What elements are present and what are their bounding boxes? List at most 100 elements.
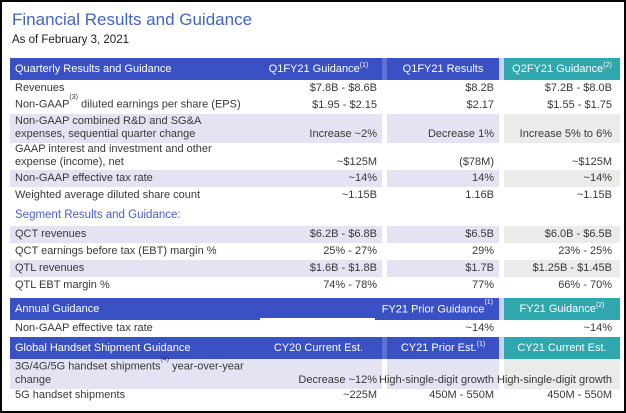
column-header-text: CY21 Prior Est. xyxy=(400,342,477,354)
cell-value xyxy=(255,320,382,337)
cell-value: 1.16B xyxy=(465,189,494,201)
column-header-q1fy21-results: Q1FY21 Results xyxy=(387,58,499,80)
column-header-fy21-guidance: FY21 Guidance (2) xyxy=(504,298,620,320)
cell-value: Decrease ~12% xyxy=(255,359,382,389)
column-header-cy21-prior-est: CY21 Prior Est. (1) xyxy=(387,337,499,359)
empty-cell-underline xyxy=(260,318,375,320)
column-gutter xyxy=(382,243,387,260)
column-gutter xyxy=(382,170,387,187)
quarterly-header-label: Quarterly Results and Guidance xyxy=(10,58,255,80)
handset-header-label: Global Handset Shipment Guidance xyxy=(10,337,255,359)
cell-value: ~1.15B xyxy=(576,189,612,201)
footnote-marker: (2) xyxy=(595,301,605,309)
header-column-divider xyxy=(382,337,387,359)
column-gutter xyxy=(499,387,504,404)
row-label: Weighted average diluted share count xyxy=(15,189,201,201)
handset-table: Global Handset Shipment Guidance CY20 Cu… xyxy=(10,337,620,404)
column-gutter xyxy=(499,359,504,389)
cell-value: $1.55 - $1.75 xyxy=(547,99,612,111)
cell-value: ~$125M xyxy=(336,156,377,168)
cell-value: $6.0B - $6.5B xyxy=(504,226,620,243)
cell-value: 25% - 27% xyxy=(323,245,377,257)
table-row: GAAP interest and investment and other e… xyxy=(10,142,620,171)
column-gutter xyxy=(382,277,387,294)
cell-value: $6.5B xyxy=(387,226,499,243)
row-label: Non-GAAP combined R&D and SG&A expenses,… xyxy=(10,114,255,143)
column-header-cy21-current-est: CY21 Current Est. xyxy=(504,337,620,359)
cell-value: 14% xyxy=(387,170,499,187)
cell-value: ~225M xyxy=(343,389,377,401)
column-gutter xyxy=(382,187,387,204)
cell-value: 450M - 550M xyxy=(547,389,612,401)
cell-value: 66% - 70% xyxy=(558,279,612,291)
table-row: Revenues $7.8B - $8.6B $8.2B $7.2B - $8.… xyxy=(10,80,620,97)
row-label: Revenues xyxy=(15,82,65,94)
column-header-cy20-current-est: CY20 Current Est. xyxy=(255,337,382,359)
cell-value: ~14% xyxy=(255,170,382,187)
footnote-marker: (1) xyxy=(484,298,493,306)
cell-value: ~$125M xyxy=(571,156,612,168)
header-column-divider xyxy=(499,298,504,320)
column-gutter xyxy=(499,277,504,294)
cell-value: High-single-digit growth xyxy=(379,359,499,389)
cell-value: 23% - 25% xyxy=(558,245,612,257)
cell-value: $7.8B - $8.6B xyxy=(309,82,377,94)
header-column-divider xyxy=(499,58,504,80)
column-gutter xyxy=(499,114,504,143)
cell-value: ~14% xyxy=(583,322,612,334)
cell-value: High-single-digit growth xyxy=(497,359,620,389)
column-gutter xyxy=(382,387,387,404)
column-gutter xyxy=(499,226,504,243)
column-header-text: CY20 Current Est. xyxy=(273,342,364,354)
column-gutter xyxy=(382,320,387,337)
column-gutter xyxy=(499,187,504,204)
cell-value: ~14% xyxy=(504,170,620,187)
cell-value: $8.2B xyxy=(465,82,494,94)
handset-header-row: Global Handset Shipment Guidance CY20 Cu… xyxy=(10,337,620,359)
column-gutter xyxy=(499,260,504,277)
annual-header-blue: Annual Guidance FY21 Prior Guidance(1) xyxy=(10,298,499,320)
cell-value: $7.2B - $8.0B xyxy=(544,82,612,94)
cell-value: Increase 5% to 6% xyxy=(504,114,620,143)
column-gutter xyxy=(382,80,387,97)
quarterly-table: Quarterly Results and Guidance Q1FY21 Gu… xyxy=(10,58,620,204)
column-header-text: Q2FY21 Guidance xyxy=(512,63,604,75)
page-subtitle: As of February 3, 2021 xyxy=(12,34,129,46)
cell-value: $1.6B - $1.8B xyxy=(255,260,382,277)
row-label: QTL EBT margin % xyxy=(15,279,110,291)
cell-value: $6.2B - $6.8B xyxy=(255,226,382,243)
column-header-text: CY21 Current Est. xyxy=(517,342,607,354)
column-header-text: Q1FY21 Guidance xyxy=(268,63,360,75)
table-row: Weighted average diluted share count ~1.… xyxy=(10,187,620,204)
table-row: Non-GAAP effective tax rate ~14% 14% ~14… xyxy=(10,170,620,187)
cell-value: 450M - 550M xyxy=(429,389,494,401)
column-gutter xyxy=(382,260,387,277)
table-row: Non-GAAP combined R&D and SG&A expenses,… xyxy=(10,114,620,143)
cell-value: Increase ~2% xyxy=(255,114,382,143)
table-row: Non-GAAP effective tax rate ~14% ~14% xyxy=(10,320,620,337)
row-label: 5G handset shipments xyxy=(15,389,126,401)
footnote-marker: (1) xyxy=(359,61,369,69)
column-gutter xyxy=(499,142,504,171)
cell-value: 29% xyxy=(471,245,494,257)
header-column-divider xyxy=(382,58,387,80)
row-label: Non-GAAP effective tax rate xyxy=(10,170,255,187)
footnote-marker: (1) xyxy=(476,340,486,348)
financial-tables: Quarterly Results and Guidance Q1FY21 Gu… xyxy=(10,58,620,404)
column-header-fy21-prior-guidance: FY21 Prior Guidance(1) xyxy=(381,298,493,316)
cell-value: $1.7B xyxy=(387,260,499,277)
table-row: QTL EBT margin % 74% - 78% 77% 66% - 70% xyxy=(10,277,620,294)
annual-table: Annual Guidance FY21 Prior Guidance(1) F… xyxy=(10,298,620,337)
column-header-text: Q1FY21 Results xyxy=(402,63,484,75)
column-gutter xyxy=(382,142,387,171)
cell-value: ~14% xyxy=(465,322,494,334)
table-row: 5G handset shipments ~225M 450M - 550M 4… xyxy=(10,387,620,404)
cell-value: $2.17 xyxy=(466,99,494,111)
column-gutter xyxy=(499,170,504,187)
column-header-q2fy21-guidance: Q2FY21 Guidance (2) xyxy=(504,58,620,80)
table-row: 3G/4G/5G handset shipments(4) year-over-… xyxy=(10,356,620,389)
annual-header-label: Annual Guidance xyxy=(15,303,100,315)
row-label: QCT revenues xyxy=(10,226,255,243)
cell-value: ~1.15B xyxy=(341,189,377,201)
row-label: 3G/4G/5G handset shipments(4) year-over-… xyxy=(10,356,255,389)
